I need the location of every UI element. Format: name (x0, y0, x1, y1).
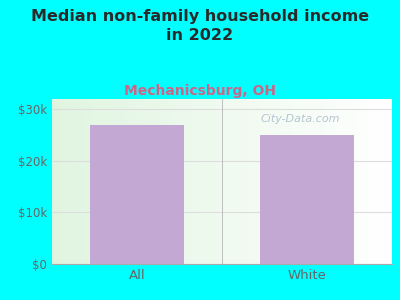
Bar (260, 135, 354, 264)
Bar (90, 125, 184, 264)
Text: Mechanicsburg, OH: Mechanicsburg, OH (124, 84, 276, 98)
Text: City-Data.com: City-Data.com (260, 114, 340, 124)
Text: Median non-family household income
in 2022: Median non-family household income in 20… (31, 9, 369, 43)
